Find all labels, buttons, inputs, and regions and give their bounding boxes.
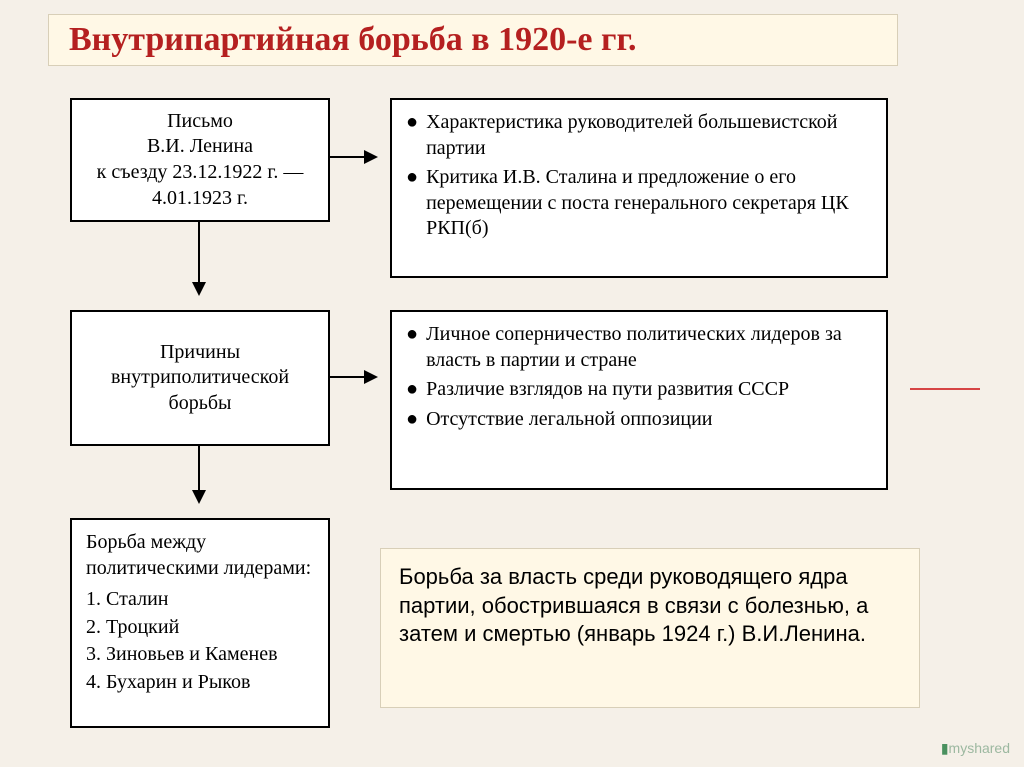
bullet-item: ● Характеристика руководителей большевис… [406,110,872,161]
bullet-text: Отсутствие легальной оппозиции [426,407,872,433]
bullet-item: ● Критика И.В. Сталина и предложение о е… [406,165,872,242]
arrow-right-icon [330,156,376,158]
bullet-item: ● Отсутствие легальной оппозиции [406,407,872,433]
summary-text: Борьба за власть среди руководящего ядра… [399,564,868,646]
bullet-icon: ● [406,322,418,348]
page-title: Внутрипартийная борьба в 1920-е гг. [69,21,637,59]
bullet-item: ● Различие взглядов на пути развития ССС… [406,377,872,403]
summary-box: Борьба за власть среди руководящего ядра… [380,548,920,708]
bullet-text: Личное соперничество политических лидеро… [426,322,872,373]
box-leaders: Борьба между политическими лидерами: 1. … [70,518,330,728]
box-causes-text: Причины внутриполитической борьбы [111,340,289,417]
bullet-text: Различие взглядов на пути развития СССР [426,377,872,403]
box-leaders-heading: Борьба между политическими лидерами: [86,530,314,581]
bullet-text: Характеристика руководителей большевистс… [426,110,872,161]
bullet-item: ● Личное соперничество политических лиде… [406,322,872,373]
arrow-right-icon [330,376,376,378]
bullet-icon: ● [406,110,418,136]
leader-item: 1. Сталин [86,587,314,613]
leader-item: 4. Бухарин и Рыков [86,670,314,696]
box-lenin-letter: Письмо В.И. Ленина к съезду 23.12.1922 г… [70,98,330,222]
bullet-icon: ● [406,165,418,191]
arrow-down-icon [198,446,200,502]
bullet-icon: ● [406,377,418,403]
accent-line [910,388,980,390]
leaders-list: 1. Сталин 2. Троцкий 3. Зиновьев и Камен… [86,587,314,695]
bullet-text: Критика И.В. Сталина и предложение о его… [426,165,872,242]
bullet-icon: ● [406,407,418,433]
title-bar: Внутрипартийная борьба в 1920-е гг. [48,14,898,66]
box-causes-list: ● Личное соперничество политических лиде… [390,310,888,490]
watermark: ▮myshared [941,740,1010,757]
box-causes: Причины внутриполитической борьбы [70,310,330,446]
box-letter-contents: ● Характеристика руководителей большевис… [390,98,888,278]
leader-item: 2. Троцкий [86,615,314,641]
arrow-down-icon [198,222,200,294]
leader-item: 3. Зиновьев и Каменев [86,642,314,668]
box-lenin-letter-text: Письмо В.И. Ленина к съезду 23.12.1922 г… [97,109,304,211]
